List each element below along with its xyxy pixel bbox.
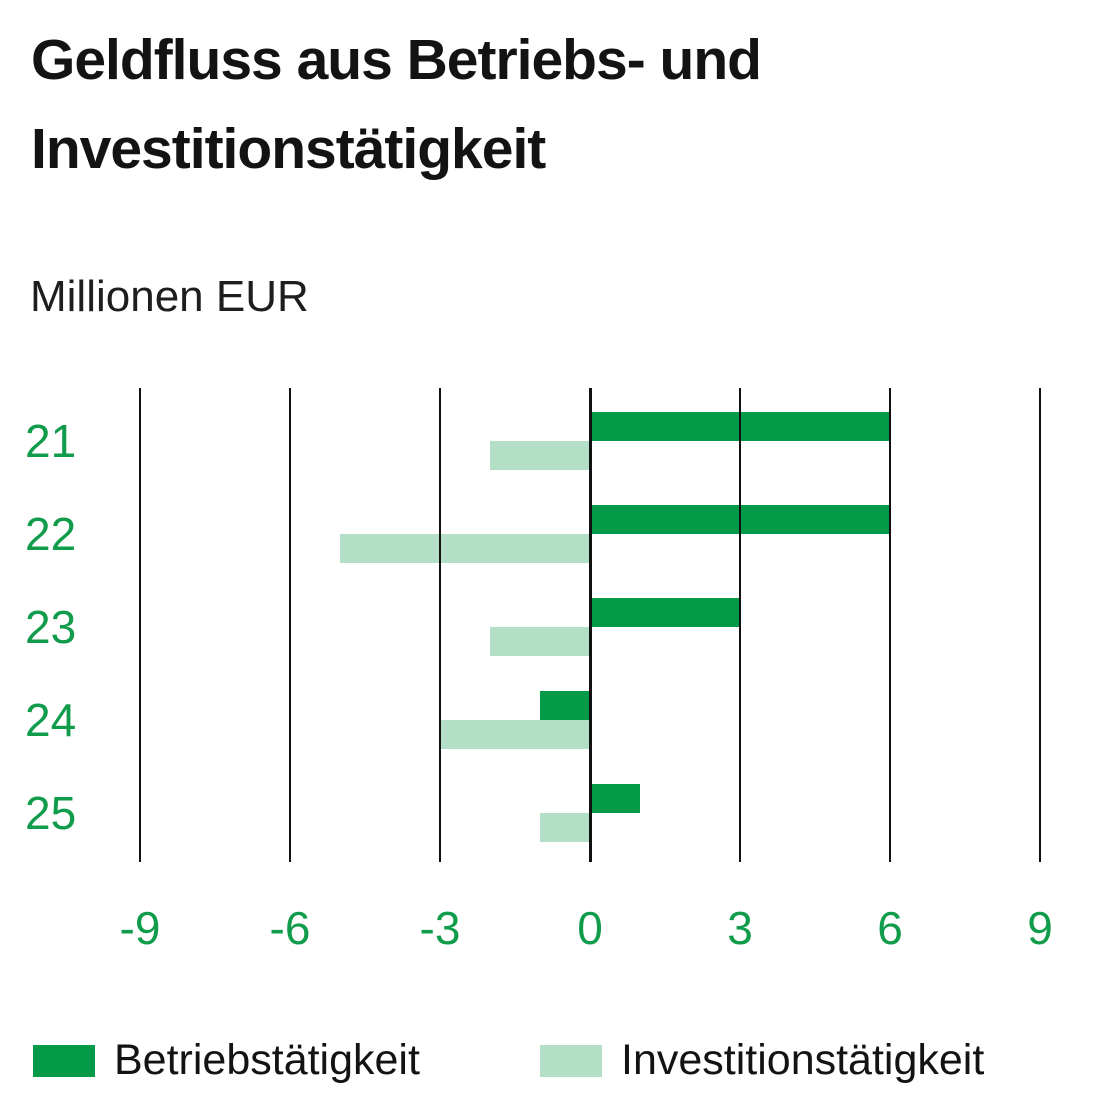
zero-axis-line: [588, 388, 592, 862]
x-axis-label--6: -6: [269, 902, 311, 954]
chart-title-line-1: Geldfluss aus Betriebs- und: [31, 28, 762, 92]
bar-investitionstaetigkeit-22: [340, 534, 590, 563]
gridline--3: [439, 388, 441, 862]
bar-investitionstaetigkeit-23: [490, 627, 590, 656]
legend-label-betriebstaetigkeit: Betriebstätigkeit: [114, 1036, 420, 1084]
gridline--6: [289, 388, 291, 862]
x-axis-label-9: 9: [1027, 902, 1053, 954]
legend: Betriebstätigkeit Investitionstätigkeit: [0, 1030, 1101, 1084]
bar-investitionstaetigkeit-24: [440, 720, 590, 749]
y-axis-label-21: 21: [25, 415, 77, 467]
x-axis-label--3: -3: [419, 902, 461, 954]
legend-label-investitionstaetigkeit: Investitionstätigkeit: [621, 1036, 985, 1084]
bar-betriebstaetigkeit-23: [590, 598, 740, 627]
legend-swatch-betriebstaetigkeit: [33, 1044, 95, 1077]
gridline-3: [739, 388, 741, 862]
gridline-6: [889, 388, 891, 862]
y-axis-label-22: 22: [25, 508, 77, 560]
legend-swatch-investitionstaetigkeit: [540, 1044, 602, 1077]
x-axis-label-6: 6: [877, 902, 903, 954]
x-axis-label--9: -9: [119, 902, 161, 954]
x-axis-label-3: 3: [727, 902, 753, 954]
x-axis-label-0: 0: [577, 902, 603, 954]
gridline-9: [1039, 388, 1041, 862]
y-axis-label-25: 25: [25, 787, 77, 839]
gridline--9: [139, 388, 141, 862]
legend-item-investitionstaetigkeit: Investitionstätigkeit: [540, 1036, 984, 1085]
chart-title: Geldfluss aus Betriebs- und Investitions…: [31, 16, 762, 194]
chart-title-line-2: Investitionstätigkeit: [31, 117, 546, 181]
bar-investitionstaetigkeit-21: [490, 441, 590, 470]
legend-item-betriebstaetigkeit: Betriebstätigkeit: [33, 1036, 420, 1085]
bar-investitionstaetigkeit-25: [540, 813, 590, 842]
y-axis-label-24: 24: [25, 694, 77, 746]
y-axis-label-23: 23: [25, 601, 77, 653]
bar-betriebstaetigkeit-25: [590, 784, 640, 813]
chart-subtitle: Millionen EUR: [30, 272, 309, 321]
bar-betriebstaetigkeit-24: [540, 691, 590, 720]
